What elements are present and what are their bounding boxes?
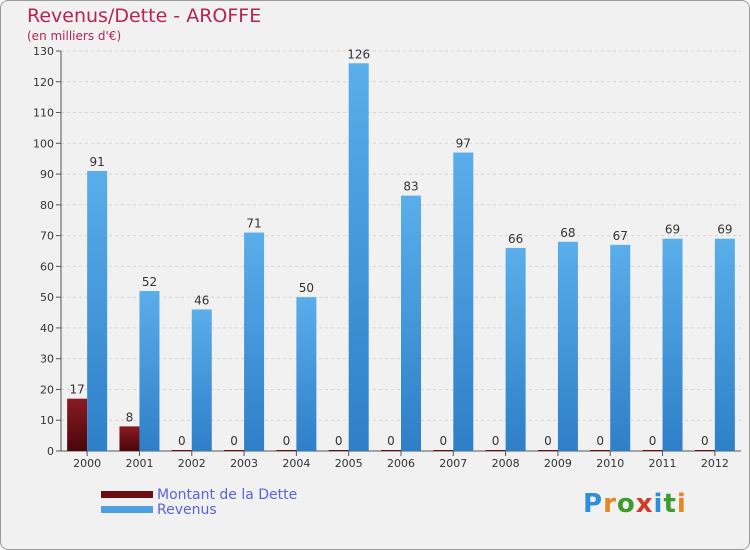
x-tick-label: 2012 [701, 457, 729, 470]
x-tick-label: 2000 [73, 457, 101, 470]
bar-label-dette: 0 [283, 434, 291, 448]
bar-revenus [610, 244, 631, 451]
bar-label-revenus: 71 [246, 217, 261, 231]
logo-letter: r [603, 489, 617, 519]
bar-label-revenus: 83 [403, 180, 418, 194]
bar-dette [694, 450, 715, 451]
bar-revenus [191, 309, 212, 451]
bar-dette [537, 450, 558, 451]
y-tick-label: 0 [47, 445, 54, 458]
bar-revenus [557, 241, 578, 451]
bar-revenus [296, 297, 317, 451]
bar-label-dette: 8 [126, 410, 134, 424]
bar-label-dette: 0 [544, 434, 552, 448]
y-tick-label: 40 [40, 322, 54, 335]
bar-label-dette: 0 [596, 434, 604, 448]
x-tick-label: 2005 [335, 457, 363, 470]
bar-label-revenus: 91 [90, 155, 105, 169]
bar-label-dette: 17 [70, 383, 85, 397]
bar-label-dette: 0 [335, 434, 343, 448]
legend-label-revenus: Revenus [157, 501, 217, 518]
logo-letter: i [653, 489, 664, 519]
bar-revenus [401, 195, 421, 451]
x-tick-label: 2003 [230, 457, 258, 470]
logo-letter: P [583, 489, 604, 519]
legend-item-dette: Montant de la Dette [101, 486, 298, 503]
bar-revenus [139, 291, 160, 451]
bar-dette [67, 398, 88, 451]
bar-label-dette: 0 [178, 434, 186, 448]
y-tick-label: 10 [40, 414, 54, 427]
bar-label-dette: 0 [492, 434, 500, 448]
legend-item-revenus: Revenus [101, 501, 297, 518]
y-tick-label: 90 [40, 168, 54, 181]
bar-revenus [662, 238, 683, 451]
x-tick-label: 2010 [596, 457, 624, 470]
x-tick-label: 2004 [282, 457, 310, 470]
legend-swatch-dette [101, 491, 153, 498]
bar-dette [381, 450, 401, 451]
logo-letter: t [663, 489, 677, 519]
legend: Montant de la Dette Revenus [101, 486, 298, 518]
x-tick-label: 2009 [544, 457, 572, 470]
bar-revenus [348, 63, 369, 452]
y-tick-label: 20 [40, 383, 54, 396]
legend-label-dette: Montant de la Dette [157, 486, 298, 503]
bar-revenus [714, 238, 735, 451]
y-tick-label: 50 [40, 291, 54, 304]
y-tick-label: 70 [40, 230, 54, 243]
bar-dette [590, 450, 611, 451]
y-tick-label: 120 [33, 76, 54, 89]
logo-letter: x [635, 489, 654, 519]
y-tick-label: 80 [40, 199, 54, 212]
bar-label-dette: 0 [701, 434, 709, 448]
x-tick-label: 2008 [492, 457, 520, 470]
x-tick-label: 2001 [125, 457, 153, 470]
bar-dette [328, 450, 349, 451]
chart-title: Revenus/Dette - AROFFE [27, 5, 262, 27]
x-tick-label: 2002 [178, 457, 206, 470]
x-tick-label: 2007 [439, 457, 467, 470]
bar-revenus [453, 152, 474, 452]
bar-dette [642, 450, 663, 451]
bar-label-revenus: 69 [665, 223, 680, 237]
chart-subtitle: (en milliers d'€) [27, 29, 122, 43]
y-tick-label: 110 [33, 107, 54, 120]
bar-dette [433, 450, 454, 451]
bar-label-dette: 0 [387, 434, 395, 448]
bar-label-dette: 0 [649, 434, 657, 448]
bar-label-revenus: 68 [560, 226, 575, 240]
y-tick-label: 100 [33, 137, 54, 150]
bar-dette [224, 450, 245, 451]
bar-label-dette: 0 [230, 434, 238, 448]
bar-dette [485, 450, 506, 451]
y-tick-label: 30 [40, 353, 54, 366]
bar-label-revenus: 97 [456, 137, 471, 151]
bar-dette [276, 450, 297, 451]
bar-label-revenus: 66 [508, 232, 523, 246]
logo-letter: i [676, 489, 687, 519]
x-tick-label: 2006 [387, 457, 415, 470]
bar-label-revenus: 69 [717, 223, 732, 237]
bar-revenus [244, 232, 265, 451]
bar-label-revenus: 46 [194, 293, 209, 307]
bar-label-revenus: 126 [347, 47, 370, 61]
bar-dette [119, 426, 140, 451]
logo-letter: o [616, 489, 636, 519]
bar-label-revenus: 52 [142, 275, 157, 289]
y-tick-label: 130 [33, 45, 54, 58]
y-tick-label: 60 [40, 260, 54, 273]
x-tick-label: 2011 [649, 457, 677, 470]
bar-revenus [505, 247, 526, 451]
bar-revenus [87, 171, 108, 451]
bar-label-dette: 0 [439, 434, 447, 448]
bar-label-revenus: 67 [613, 229, 628, 243]
legend-swatch-revenus [101, 506, 153, 513]
bar-label-revenus: 50 [299, 281, 314, 295]
bar-dette [171, 450, 192, 451]
proxiti-logo: Proxiti [583, 489, 687, 519]
